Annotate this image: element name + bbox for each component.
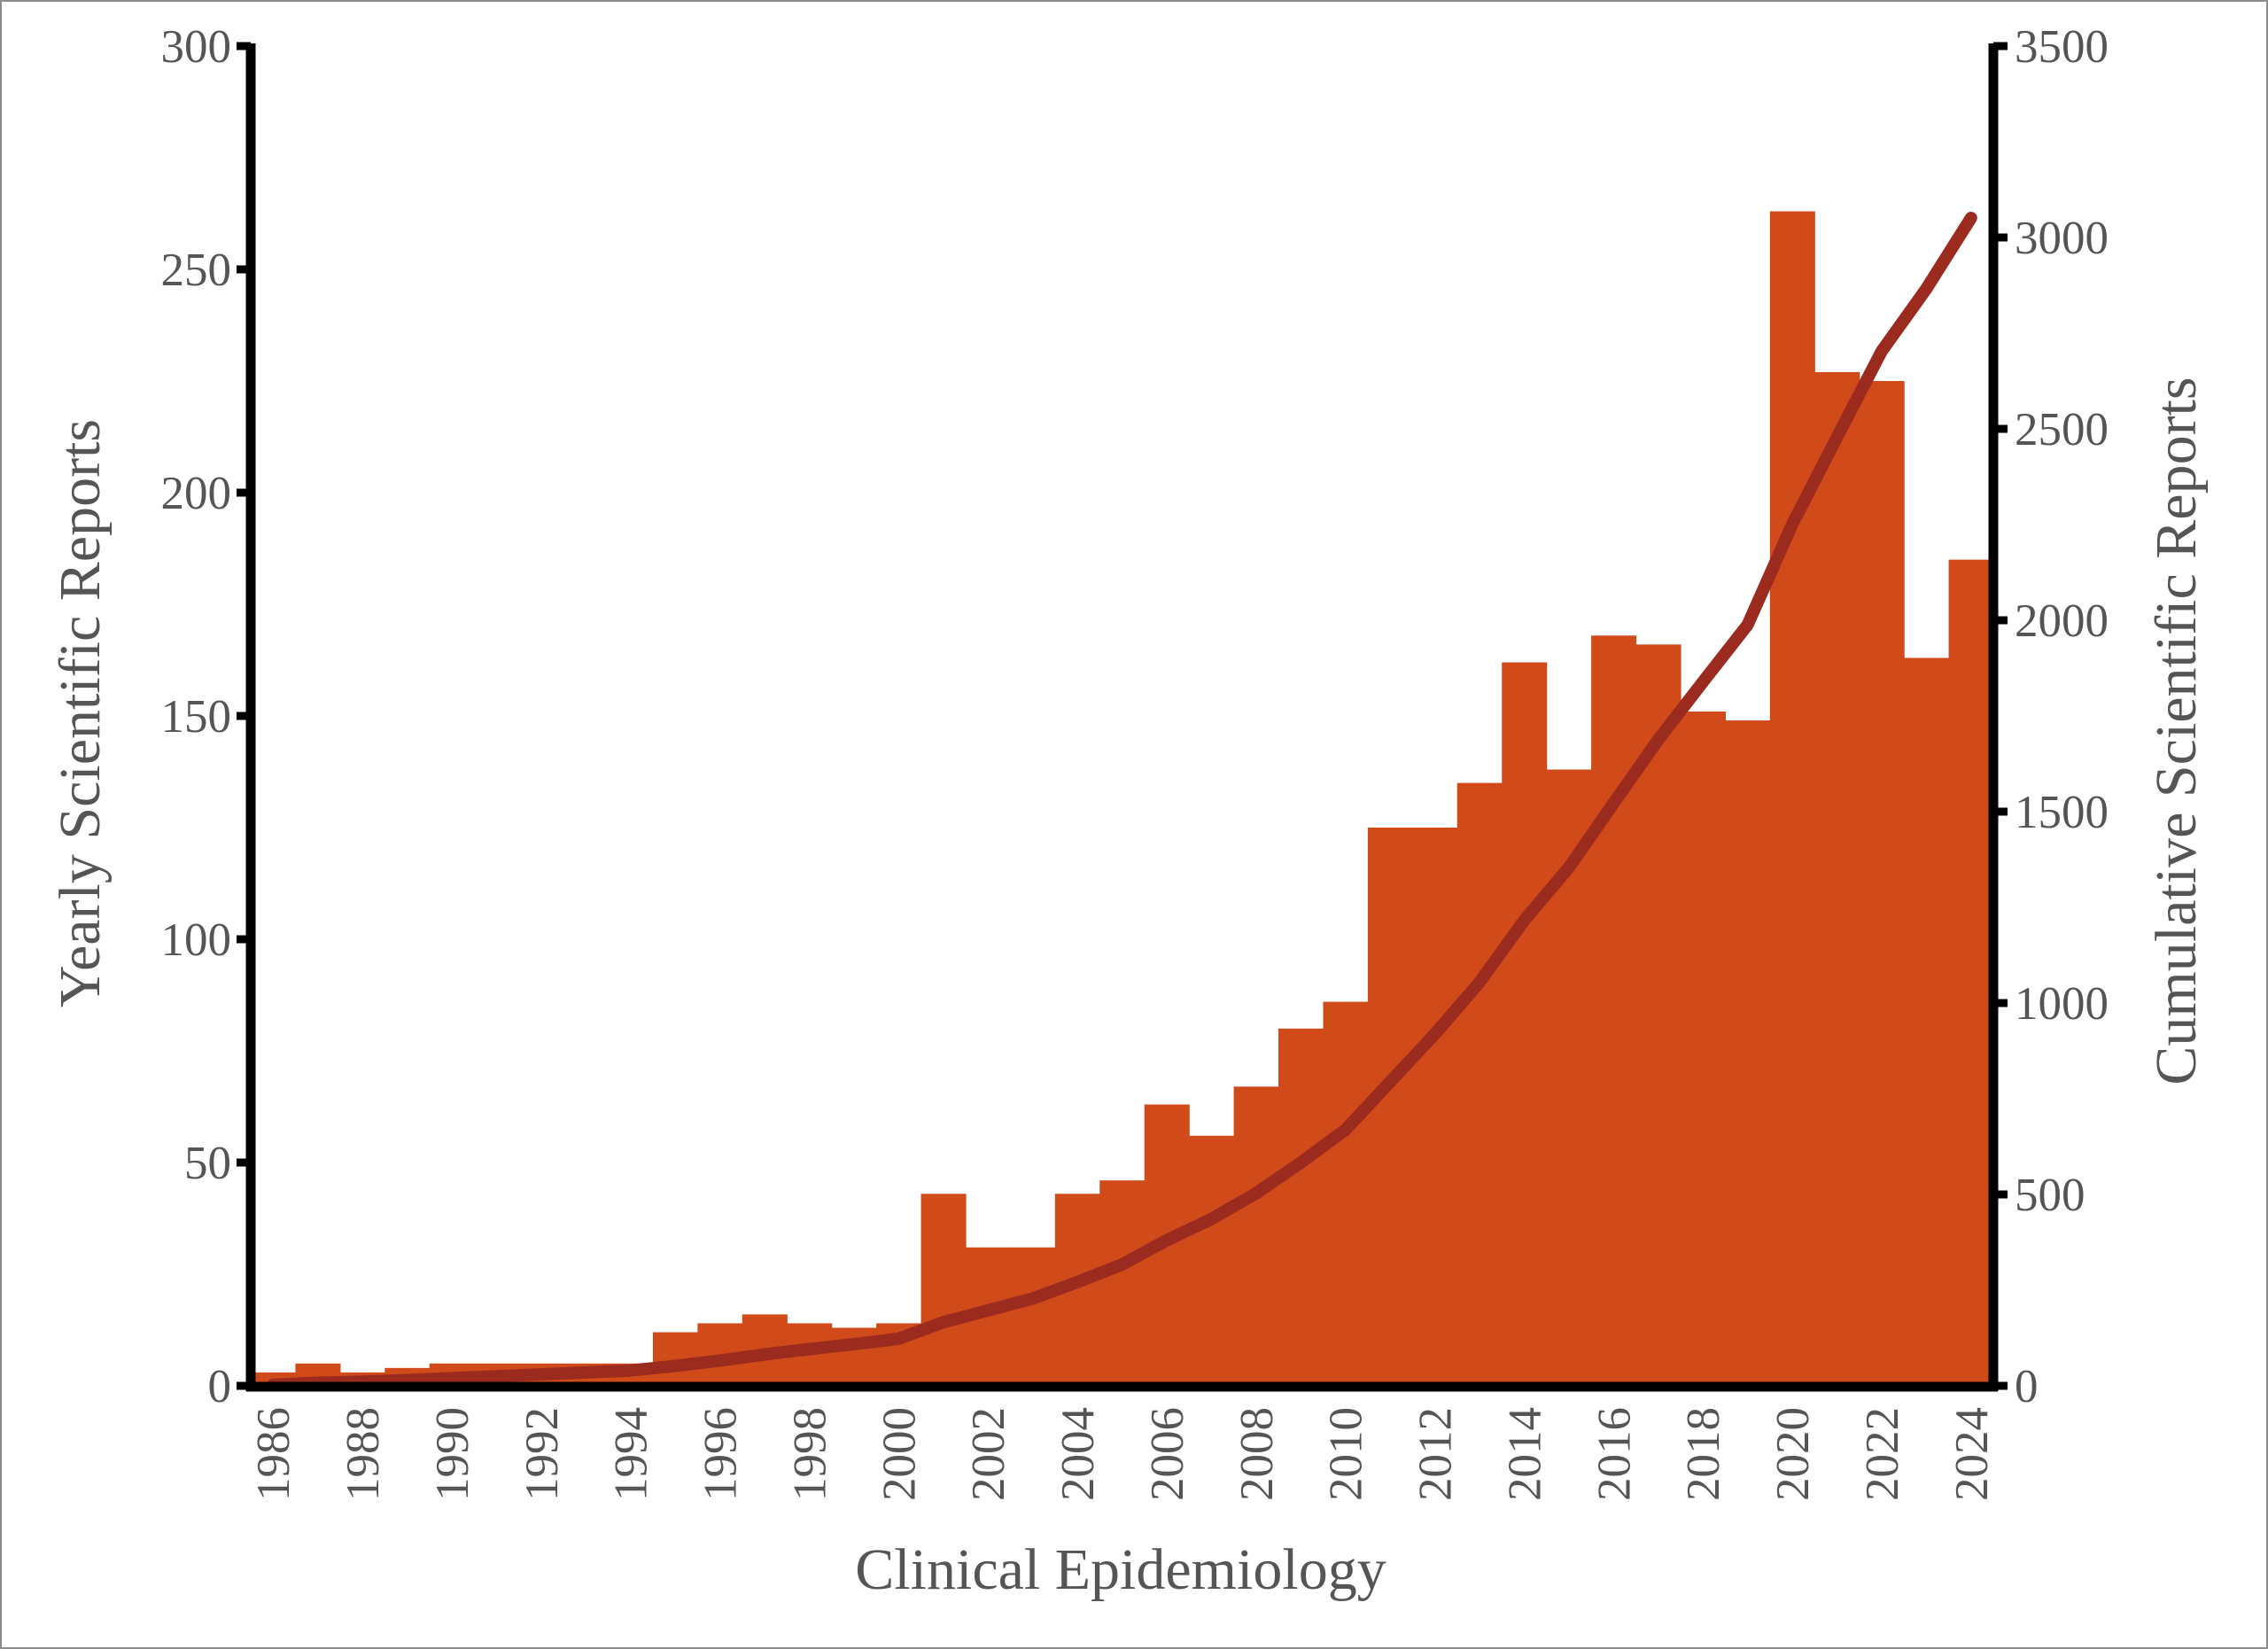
cumulative-point-2004	[1076, 1281, 1078, 1283]
x-tick-label: 2012	[1410, 1407, 1462, 1501]
bar-2005	[1099, 1180, 1146, 1386]
left-tick-label: 200	[161, 468, 232, 519]
right-tick-label: 2000	[2015, 595, 2109, 647]
bar-2007	[1189, 1135, 1235, 1386]
right-tick-label: 0	[2015, 1361, 2039, 1412]
bar-2013	[1456, 782, 1503, 1386]
cumulative-line	[267, 211, 1977, 1391]
cumulative-point-1994	[630, 1370, 632, 1372]
cumulative-point-2006	[1166, 1240, 1168, 1241]
right-tick-label: 3000	[2015, 213, 2109, 264]
cumulative-point-2022	[1881, 350, 1883, 352]
bar-2001	[920, 1194, 967, 1386]
cumulative-point-1996	[719, 1359, 721, 1361]
bar-2014	[1502, 662, 1548, 1386]
x-tick-label: 2020	[1767, 1407, 1819, 1501]
bar-2023	[1904, 657, 1950, 1386]
cumulative-point-2020	[1791, 524, 1793, 525]
cumulative-point-2012	[1434, 1033, 1436, 1035]
cumulative-point-1991	[495, 1375, 497, 1377]
x-tick-label: 2024	[1946, 1407, 1998, 1501]
bar-2019	[1725, 720, 1771, 1386]
cumulative-point-2010	[1345, 1129, 1347, 1131]
left-tick-label: 100	[161, 914, 232, 966]
x-tick-label: 2018	[1678, 1407, 1729, 1501]
x-tick-label: 2002	[963, 1407, 1014, 1501]
cumulative-point-2023	[1925, 288, 1927, 290]
cumulative-point-1995	[674, 1365, 676, 1367]
bar-2008	[1233, 1086, 1279, 1386]
cumulative-point-2018	[1702, 681, 1704, 683]
left-tick-label: 250	[161, 245, 232, 296]
cumulative-point-2002	[987, 1310, 989, 1311]
cumulative-point-1999	[853, 1343, 855, 1345]
left-tick-label: 150	[161, 691, 232, 743]
cumulative-point-2000	[897, 1338, 899, 1340]
yearly-bars	[251, 211, 1994, 1387]
bar-2018	[1680, 711, 1726, 1386]
cumulative-point-1998	[808, 1349, 810, 1350]
bar-2009	[1278, 1028, 1324, 1386]
right-tick-label: 1500	[2015, 787, 2109, 838]
right-tick-label: 500	[2015, 1170, 2085, 1221]
right-tick-label: 3500	[2015, 21, 2109, 73]
cumulative-point-2011	[1389, 1081, 1391, 1083]
bar-2012	[1412, 828, 1458, 1386]
cumulative-point-2019	[1747, 624, 1749, 626]
x-tick-label: 2022	[1857, 1407, 1908, 1501]
x-tick-label: 2010	[1321, 1407, 1372, 1501]
x-tick-label: 1998	[784, 1407, 835, 1501]
x-tick-label: 2014	[1499, 1407, 1550, 1501]
cumulative-point-1990	[451, 1377, 453, 1379]
bar-2024	[1948, 559, 1994, 1386]
left-tick-label: 0	[208, 1361, 232, 1412]
x-tick-label: 1992	[517, 1407, 568, 1501]
x-tick-label: 2008	[1231, 1407, 1283, 1501]
cumulative-point-2007	[1210, 1218, 1212, 1220]
cumulative-point-2016	[1612, 802, 1614, 804]
left-tick-label: 50	[184, 1138, 231, 1189]
x-tick-label: 2004	[1052, 1407, 1104, 1501]
left-axis-ticks: 0 50 100 150 200 250 300	[161, 21, 251, 1412]
x-tick-label: 2000	[874, 1407, 925, 1501]
cumulative-point-2015	[1568, 867, 1570, 868]
bar-2010	[1323, 1001, 1369, 1386]
right-tick-label: 2500	[2015, 404, 2109, 455]
x-tick-label: 1990	[427, 1407, 478, 1501]
cumulative-point-1992	[540, 1373, 542, 1375]
bar-2016	[1591, 635, 1637, 1386]
cumulative-point-2013	[1479, 982, 1480, 984]
x-tick-label: 1994	[606, 1407, 657, 1501]
x-tick-label: 2016	[1588, 1407, 1640, 1501]
x-tick-label: 2006	[1142, 1407, 1193, 1501]
left-tick-label: 300	[161, 21, 232, 73]
x-tick-label: 1986	[248, 1407, 299, 1501]
x-axis-title: Clinical Epidemiology	[855, 1537, 1386, 1602]
cumulative-point-2024	[1970, 217, 1972, 219]
right-axis-title: Cumulative Scientific Reports	[2144, 377, 2209, 1085]
left-axis-title: Yearly Scientific Reports	[48, 419, 113, 1007]
cumulative-point-1989	[407, 1380, 408, 1381]
cumulative-point-2008	[1255, 1193, 1257, 1194]
bar-2020	[1769, 211, 1815, 1387]
x-tick-label: 1988	[338, 1407, 389, 1501]
cumulative-point-1988	[361, 1381, 363, 1382]
cumulative-point-2014	[1523, 920, 1525, 922]
bar-2003	[1010, 1247, 1056, 1386]
x-axis-ticks: 1986 1988 1990 1992 1994 1996 1998 2000 2002 2004…	[248, 1407, 1998, 1501]
right-tick-label: 1000	[2015, 978, 2109, 1030]
bar-2022	[1859, 381, 1905, 1386]
cumulative-point-2003	[1032, 1298, 1034, 1300]
x-tick-label: 1996	[695, 1407, 747, 1501]
cumulative-point-2001	[943, 1321, 944, 1323]
bar-2021	[1814, 371, 1860, 1386]
right-axis-ticks: 0 500 1000 1500 2000 2500 3000 3500	[1993, 21, 2109, 1412]
